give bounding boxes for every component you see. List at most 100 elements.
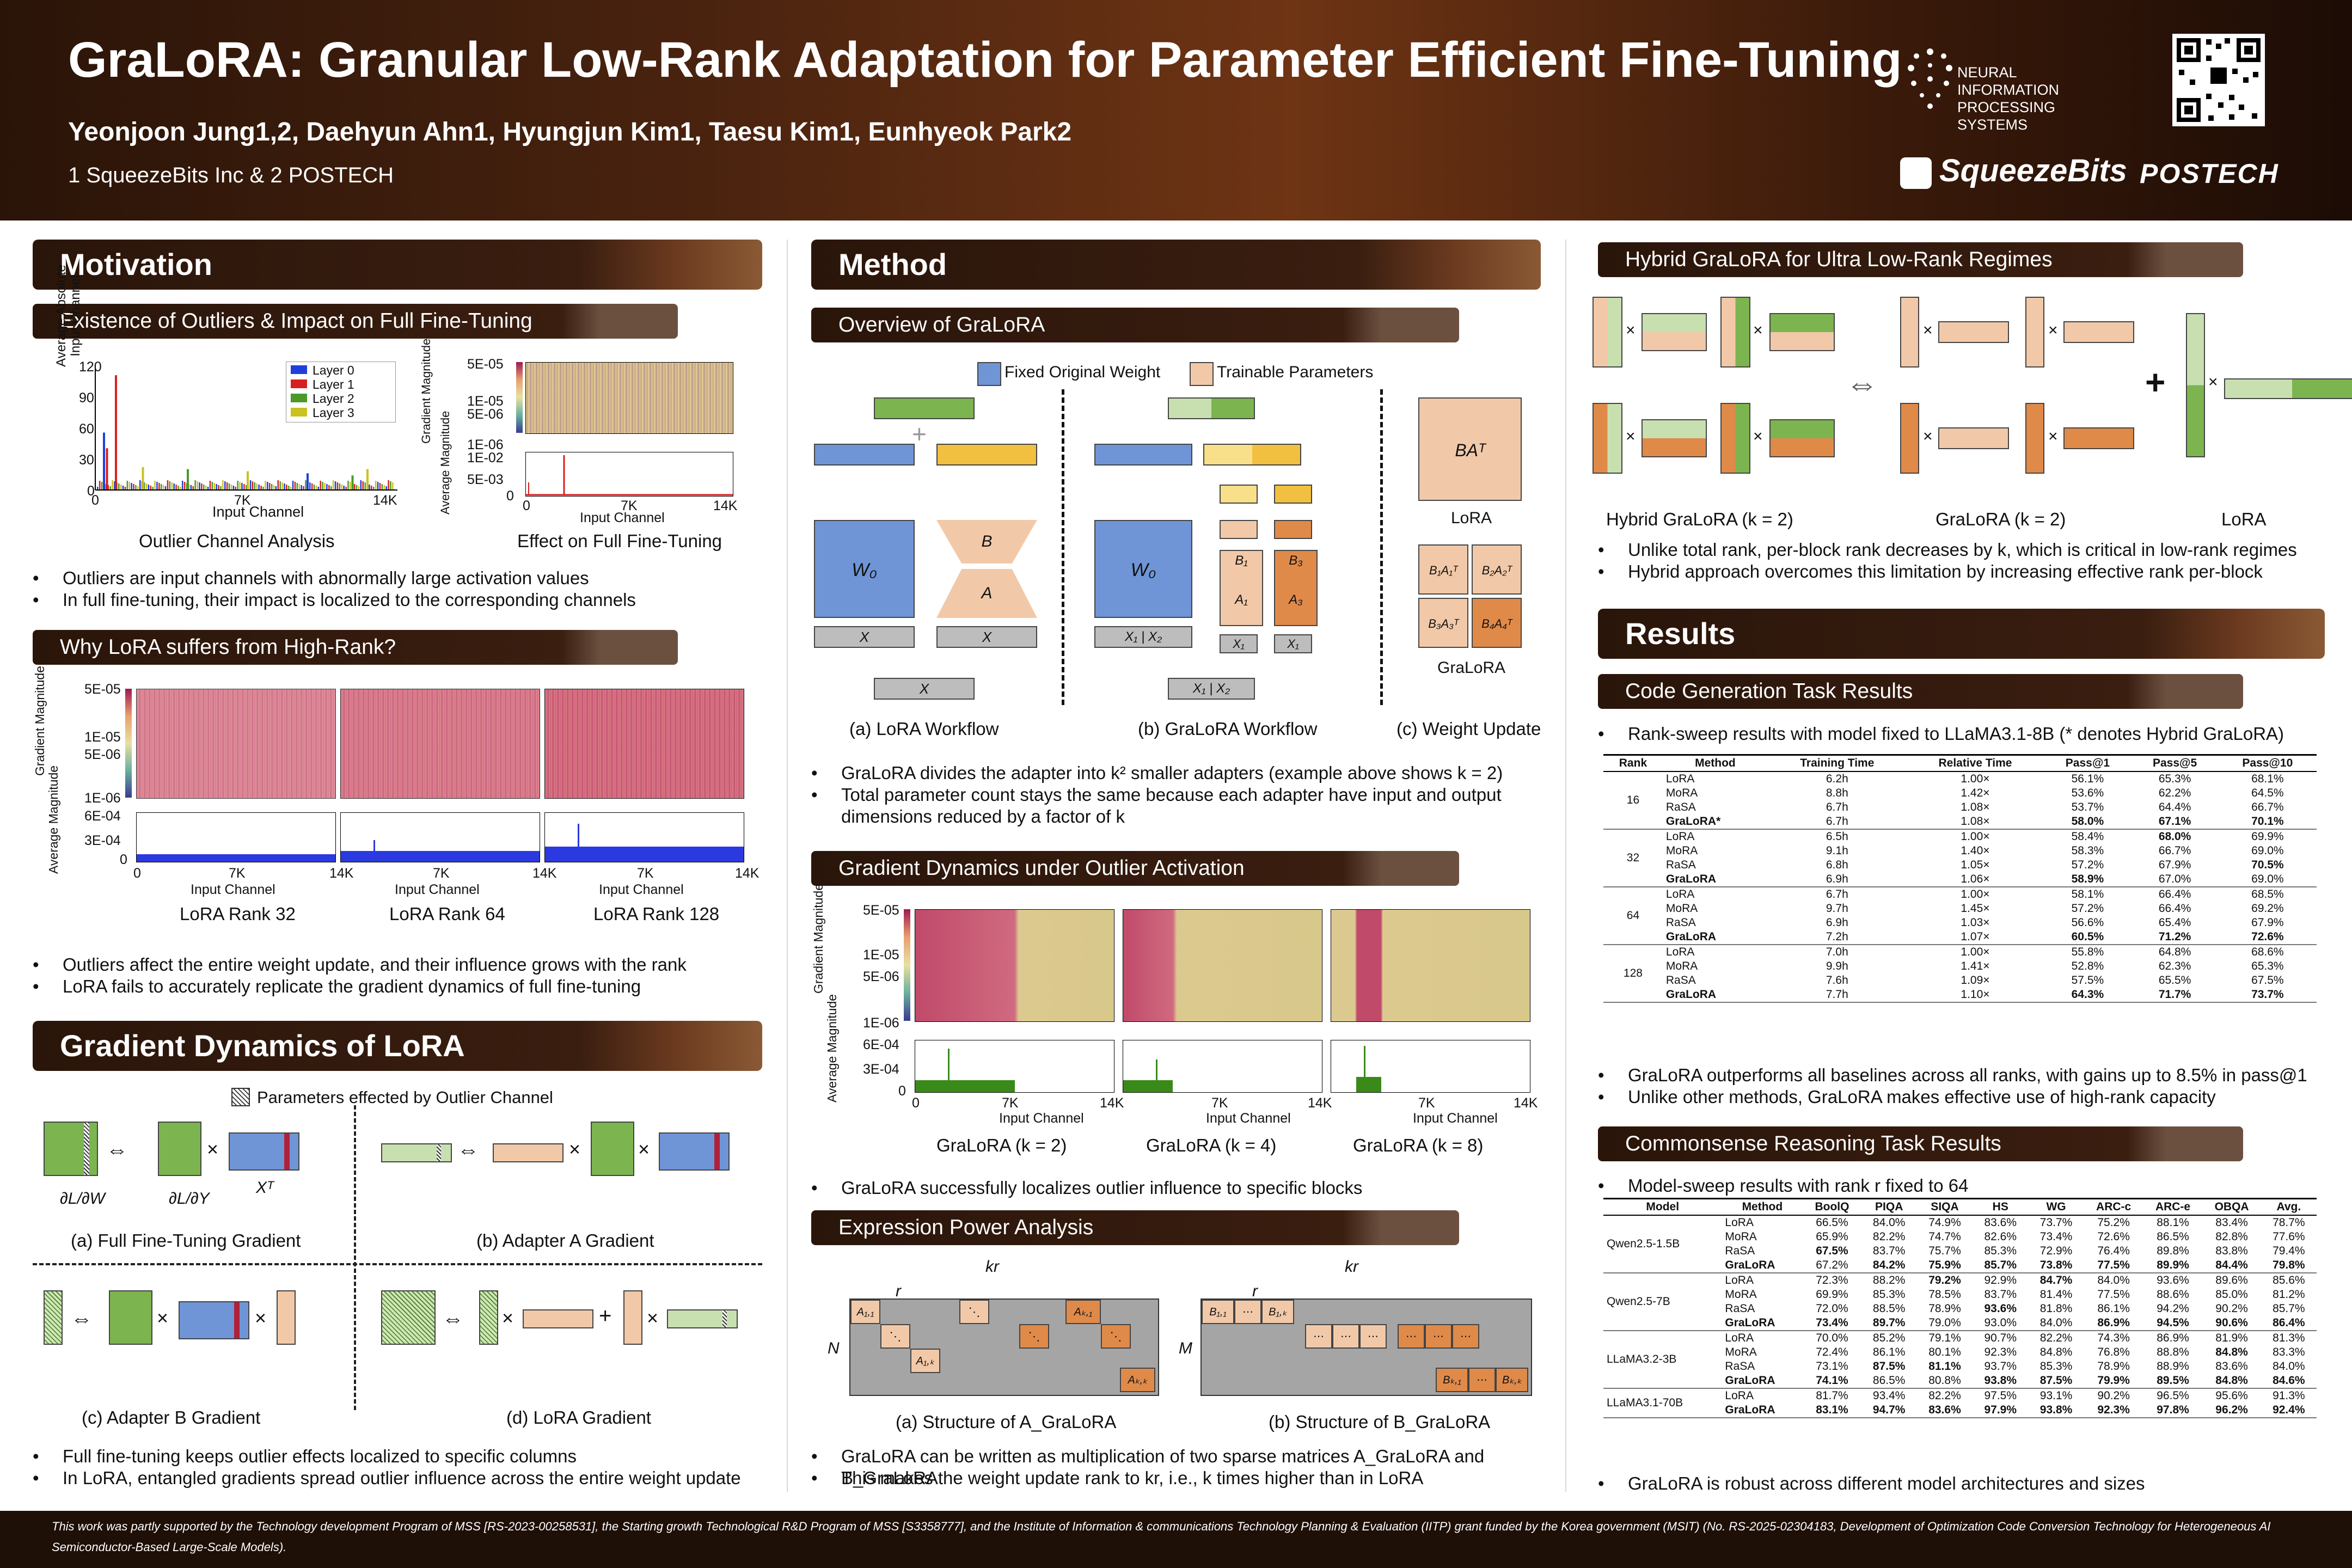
multiply-icon: ×	[1626, 427, 1636, 445]
channel-bar	[385, 486, 387, 490]
caption: GraLoRA (k = 8)	[1353, 1135, 1484, 1155]
bullet: • LoRA fails to accurately replicate the …	[33, 976, 641, 996]
table-cell: 6.7h	[1826, 801, 1848, 813]
caption: (a) Structure of A_GraLoRA	[896, 1412, 1117, 1432]
heatmap-k8	[1331, 909, 1530, 1022]
table-cell: 56.1%	[2071, 773, 2104, 785]
table-row: MoRA 9.9h 1.41× 52.8% 62.3% 65.3%	[1603, 959, 2317, 973]
r-label: r	[896, 1282, 901, 1300]
table-cell: 81.1%	[1928, 1360, 1961, 1373]
funding-text: This work was partly supported by the Te…	[52, 1520, 2271, 1554]
table-cell: 88.1%	[2157, 1216, 2189, 1229]
caption: Hybrid GraLoRA (k = 2)	[1606, 509, 1793, 529]
legend-swatch	[291, 408, 307, 416]
table-cell: 83.1%	[1803, 1403, 1861, 1418]
table-cell: 84.0%	[2097, 1274, 2130, 1287]
ytick: 5E-06	[863, 969, 899, 984]
table-row: RaSA 72.0% 88.5% 78.9% 93.6% 81.8% 86.1% 94.2% 9…	[1603, 1302, 2317, 1316]
table-cell: 6.7h	[1826, 888, 1848, 901]
channel-bar	[120, 485, 122, 490]
channel-bar	[169, 481, 171, 490]
table-cell: 72.6%	[2218, 930, 2317, 945]
double-arrow-icon: ⇔	[1846, 365, 1878, 402]
channel-bar	[343, 486, 345, 490]
table-cell: 93.1%	[2039, 1389, 2073, 1402]
table-cell: 83.7%	[1984, 1288, 2017, 1301]
table-row: MoRA 65.9% 82.2% 74.7% 82.6% 73.4% 72.6% 86.5% 8…	[1603, 1230, 2317, 1244]
B-block	[623, 1290, 642, 1345]
gralora-gradient-plots: Gradient Magnitude Average Magnitude 5E-…	[811, 884, 1541, 1181]
dL-dW-block	[44, 1122, 98, 1176]
gralora-label: GraLoRA	[1437, 659, 1506, 677]
legend-fixed-label: Fixed Original Weight	[1004, 363, 1161, 381]
outlier-spike	[142, 467, 144, 490]
table-cell: 97.9%	[1973, 1403, 2029, 1418]
channel-bar	[290, 487, 292, 490]
table-cell: 79.9%	[2084, 1374, 2143, 1389]
legend-swatch	[291, 394, 307, 402]
xtick: 14K	[735, 866, 759, 881]
table-cell: 66.7%	[2251, 801, 2284, 813]
table-cell: 94.7%	[1861, 1403, 1917, 1418]
B-prime-2	[1720, 297, 1750, 367]
A-gralora-matrix: A₁,₁ ⋱ A₁,ₖ ⋱ ⋱ Aₖ,₁ ⋱ Aₖ,ₖ	[849, 1298, 1159, 1396]
table-cell: 72.3%	[1816, 1274, 1848, 1287]
table-cell: 94.5%	[2143, 1316, 2203, 1331]
caption-fft-effect: Effect on Full Fine-Tuning	[517, 531, 722, 551]
channel-bar	[148, 485, 150, 490]
qr-code[interactable]	[2172, 34, 2265, 126]
table-header: WG	[2028, 1198, 2084, 1216]
channel-bar	[180, 487, 181, 490]
table-cell: 72.4%	[1816, 1346, 1848, 1358]
hybrid-diagram: × × × × ⇔ × × × × + × Hybrid GraLoRA (k …	[1590, 291, 2352, 536]
table-cell: 89.9%	[2143, 1258, 2203, 1273]
channel-bar	[122, 486, 124, 490]
table-cell: LoRA	[1725, 1332, 1754, 1344]
table-cell: 72.6%	[2097, 1230, 2130, 1243]
X1-input: X₁	[1220, 634, 1258, 653]
ytick: 6E-04	[84, 808, 121, 824]
table-cell: 8.8h	[1826, 787, 1848, 799]
math-label: ∂L/∂W	[60, 1190, 105, 1208]
subsection-commonsense: Commonsense Reasoning Task Results	[1598, 1126, 2243, 1161]
section-motivation: Motivation	[33, 240, 762, 290]
table-cell: LoRA	[1725, 1389, 1754, 1402]
multiply-icon: ×	[638, 1138, 650, 1160]
channel-bar	[99, 481, 101, 490]
funding-footer: This work was partly supported by the Te…	[0, 1511, 2352, 1568]
channel-bar	[268, 483, 271, 490]
legend-label: Layer 3	[313, 406, 354, 420]
table-cell: LoRA	[1665, 888, 1695, 901]
table-cell: 53.7%	[2071, 801, 2104, 813]
channel-bar	[216, 484, 217, 490]
A-prime-3	[1641, 419, 1707, 457]
table-cell: 96.2%	[2202, 1403, 2261, 1418]
channel-bar	[139, 480, 141, 490]
bullet: • In full fine-tuning, their impact is lo…	[33, 590, 636, 610]
caption: (d) LoRA Gradient	[506, 1407, 651, 1428]
table-cell: 78.9%	[2097, 1360, 2130, 1373]
A4-block	[2063, 427, 2134, 449]
qr-code-icon	[2177, 38, 2261, 122]
B-prime-1	[1592, 297, 1622, 367]
channel-bar	[203, 485, 205, 490]
ellipsis-block: ⋱	[1019, 1324, 1049, 1349]
ytick: 3E-04	[84, 833, 121, 848]
multiply-icon: ×	[1753, 321, 1763, 339]
table-cell: 73.7%	[2039, 1216, 2073, 1229]
squeezebits-logo-text: SqueezeBits	[1939, 153, 2127, 188]
xlabel: Input Channel	[212, 504, 304, 520]
channel-bar	[301, 485, 302, 490]
table-cell: 83.6%	[1984, 1216, 2017, 1229]
A1-block	[1938, 321, 2009, 343]
A-prime-4	[1769, 419, 1835, 457]
table-row: LLaMA3.1-70B LoRA 81.7% 93.4% 82.2% 97.5% 93.1…	[1603, 1388, 2317, 1418]
channel-bar	[326, 484, 328, 490]
legend-swatch	[291, 379, 307, 388]
column-divider	[1565, 240, 1566, 1492]
table-row: RaSA 6.9h 1.03× 56.6% 65.4% 67.9%	[1603, 916, 2317, 930]
table-cell: 84.0%	[2273, 1360, 2305, 1373]
section-results: Results	[1598, 609, 2325, 659]
table-cell: 78.9%	[1928, 1302, 1961, 1315]
table-cell: 6.9h	[1826, 916, 1848, 929]
